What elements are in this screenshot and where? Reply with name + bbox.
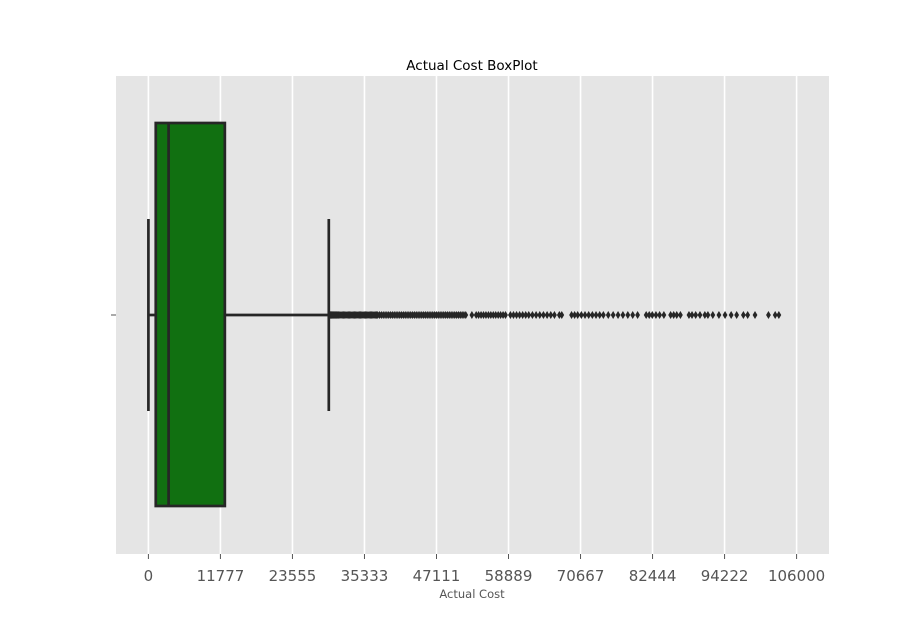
x-tick-label: 58889 [485, 567, 533, 585]
outlier-point [678, 311, 683, 319]
outlier-point [569, 311, 574, 319]
outlier-point [686, 311, 692, 319]
outlier-point [728, 311, 734, 319]
outlier-point [478, 311, 484, 319]
box-plot [147, 121, 331, 508]
chart-title: Actual Cost BoxPlot [406, 58, 537, 74]
outlier-point [523, 311, 529, 319]
outlier-point [514, 311, 519, 319]
x-tick-label: 23555 [269, 567, 317, 585]
outlier-point [485, 311, 491, 319]
outlier-point [710, 311, 716, 319]
outlier-point [488, 311, 494, 319]
x-tick-label: 106000 [768, 567, 825, 585]
outlier-point [517, 311, 522, 319]
x-tick-label: 11777 [197, 567, 245, 585]
outlier-point [537, 311, 543, 319]
outlier-point [734, 311, 740, 319]
x-axis-title: Actual Cost [439, 587, 505, 601]
outlier-point [575, 311, 581, 319]
outlier-point [668, 311, 674, 319]
outlier-point [766, 311, 771, 319]
outlier-point [463, 311, 469, 319]
outlier-point [716, 311, 722, 319]
outlier-point [693, 311, 699, 319]
iqr-box [154, 121, 227, 508]
outlier-point [615, 311, 621, 319]
outlier-point [530, 311, 535, 319]
outlier-point [605, 311, 611, 319]
x-tick-label: 35333 [341, 567, 389, 585]
outlier-point [498, 311, 504, 319]
outlier-point [625, 311, 631, 319]
outlier-point [559, 311, 565, 319]
outlier-point [500, 311, 506, 319]
outlier-point [752, 311, 758, 319]
outlier-point [556, 311, 562, 319]
outlier-point [646, 311, 652, 319]
outlier-point [600, 311, 606, 319]
outlier-point [473, 311, 479, 319]
outlier-point [483, 311, 489, 319]
outliers [327, 311, 782, 319]
outlier-point [649, 311, 655, 319]
outlier-point [544, 311, 550, 319]
outlier-point [526, 311, 532, 319]
outlier-point [620, 311, 626, 319]
outlier-point [493, 311, 499, 319]
outlier-point [481, 311, 486, 319]
outlier-point [674, 311, 680, 319]
outlier-point [722, 311, 728, 319]
outlier-point [490, 311, 496, 319]
outlier-point [589, 311, 595, 319]
outlier-point [610, 311, 616, 319]
outlier-point [702, 311, 708, 319]
outlier-point [533, 311, 539, 319]
outlier-point [705, 311, 711, 319]
x-tick-label: 94222 [701, 567, 749, 585]
outlier-point [469, 311, 475, 319]
x-tick-label: 82444 [629, 567, 677, 585]
outlier-point [511, 311, 516, 319]
outlier-point [541, 311, 546, 319]
x-tick-label: 70667 [557, 567, 605, 585]
outlier-point [635, 311, 641, 319]
x-tick-label: 47111 [413, 567, 461, 585]
outlier-point [508, 311, 513, 319]
outlier-point [593, 311, 599, 319]
outlier-point [586, 311, 592, 319]
outlier-point [630, 311, 636, 319]
outlier-point [476, 311, 482, 319]
outlier-point [740, 311, 746, 319]
x-axis-ticks: 0 11777 23555 35333 47111 58889 70667 82444 9422… [111, 314, 825, 585]
outlier-point [520, 311, 526, 319]
outlier-point [495, 311, 501, 319]
outlier-point [657, 311, 663, 319]
outlier-point [643, 311, 649, 319]
outlier-point [582, 311, 588, 319]
outlier-point [503, 311, 508, 319]
outlier-point [548, 311, 554, 319]
outlier-point [597, 311, 603, 319]
outlier-point [552, 311, 557, 319]
outlier-point [661, 311, 667, 319]
outlier-point [689, 311, 695, 319]
outlier-point [572, 311, 578, 319]
outlier-point [772, 311, 778, 319]
outlier-point [776, 311, 782, 319]
x-tick-label: 0 [144, 567, 154, 585]
outlier-point [697, 311, 703, 319]
outlier-point [578, 311, 584, 319]
outlier-point [653, 311, 659, 319]
outlier-point [671, 311, 677, 319]
outlier-point [745, 311, 751, 319]
